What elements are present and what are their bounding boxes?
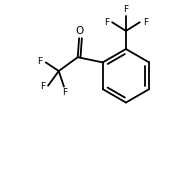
Text: F: F xyxy=(38,57,43,66)
Text: F: F xyxy=(123,5,128,14)
Text: F: F xyxy=(104,18,109,27)
Text: O: O xyxy=(75,26,83,36)
Text: F: F xyxy=(62,88,67,97)
Text: F: F xyxy=(40,82,45,91)
Text: F: F xyxy=(143,18,148,27)
